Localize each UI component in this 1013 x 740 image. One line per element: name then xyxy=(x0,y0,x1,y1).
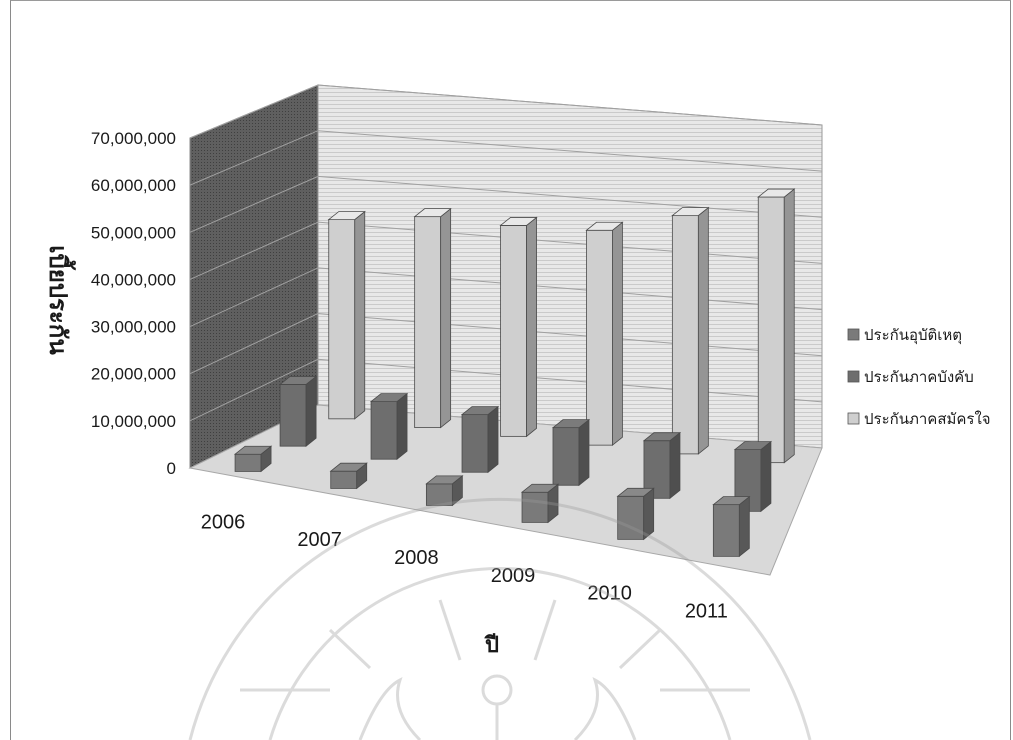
legend-label: ประกันภาคสมัครใจ xyxy=(864,410,991,428)
x-tick-label: 2011 xyxy=(685,601,728,623)
x-tick-label: 2007 xyxy=(297,529,342,551)
page-frame xyxy=(10,0,1011,740)
y-axis-title: เบี้ยประกัน xyxy=(44,245,77,355)
legend-label: ประกันอุบัติเหตุ xyxy=(864,326,962,345)
bar xyxy=(425,475,464,507)
watermark-seal xyxy=(188,497,812,740)
gridline xyxy=(189,313,823,375)
y-tick-label: 20,000,000 xyxy=(91,365,176,384)
bar xyxy=(329,462,368,490)
bar xyxy=(616,487,655,541)
y-tick-label: 30,000,000 xyxy=(91,318,176,337)
x-tick-label: 2006 xyxy=(201,511,246,533)
bar xyxy=(671,206,710,455)
legend-swatch xyxy=(847,412,860,425)
x-axis-title: ปี xyxy=(484,632,499,657)
x-tick-label: 2009 xyxy=(491,565,536,587)
x-tick-label: 2010 xyxy=(587,583,632,605)
y-tick-label: 60,000,000 xyxy=(91,176,176,195)
y-tick-label: 10,000,000 xyxy=(91,412,176,431)
legend-label: ประกันภาคบังคับ xyxy=(864,368,974,386)
bar xyxy=(499,216,538,438)
bar xyxy=(233,445,273,473)
gridline xyxy=(189,130,823,186)
gridline xyxy=(189,267,823,328)
bar xyxy=(520,483,560,524)
bar xyxy=(712,495,751,558)
chart-legend: ประกันอุบัติเหตุประกันภาคบังคับประกันภาค… xyxy=(847,326,991,428)
bar xyxy=(733,440,773,513)
legend-swatch xyxy=(847,370,860,383)
gridline xyxy=(189,221,823,280)
bar xyxy=(327,210,366,420)
y-tick-label: 40,000,000 xyxy=(91,270,176,289)
bar xyxy=(278,375,318,447)
chart-gridlines xyxy=(189,84,823,422)
bar xyxy=(460,405,500,474)
y-tick-label: 50,000,000 xyxy=(91,223,176,242)
x-axis-ticks: 2006 2007 2008 2009 2010 2011 xyxy=(201,511,728,622)
bar xyxy=(757,188,796,464)
chart-bars xyxy=(233,188,796,558)
bar xyxy=(551,418,591,487)
gridline xyxy=(189,358,823,422)
gridline xyxy=(189,175,823,233)
legend-swatch xyxy=(847,328,860,341)
bar xyxy=(413,207,452,429)
y-tick-label: 0 xyxy=(167,459,176,478)
bar xyxy=(585,221,624,446)
bar xyxy=(369,392,409,461)
y-axis-ticks: 0 10,000,000 20,000,000 30,000,000 40,000,00… xyxy=(91,129,176,478)
y-tick-label: 70,000,000 xyxy=(91,129,176,148)
x-tick-label: 2008 xyxy=(394,547,439,569)
gridline xyxy=(189,84,823,139)
